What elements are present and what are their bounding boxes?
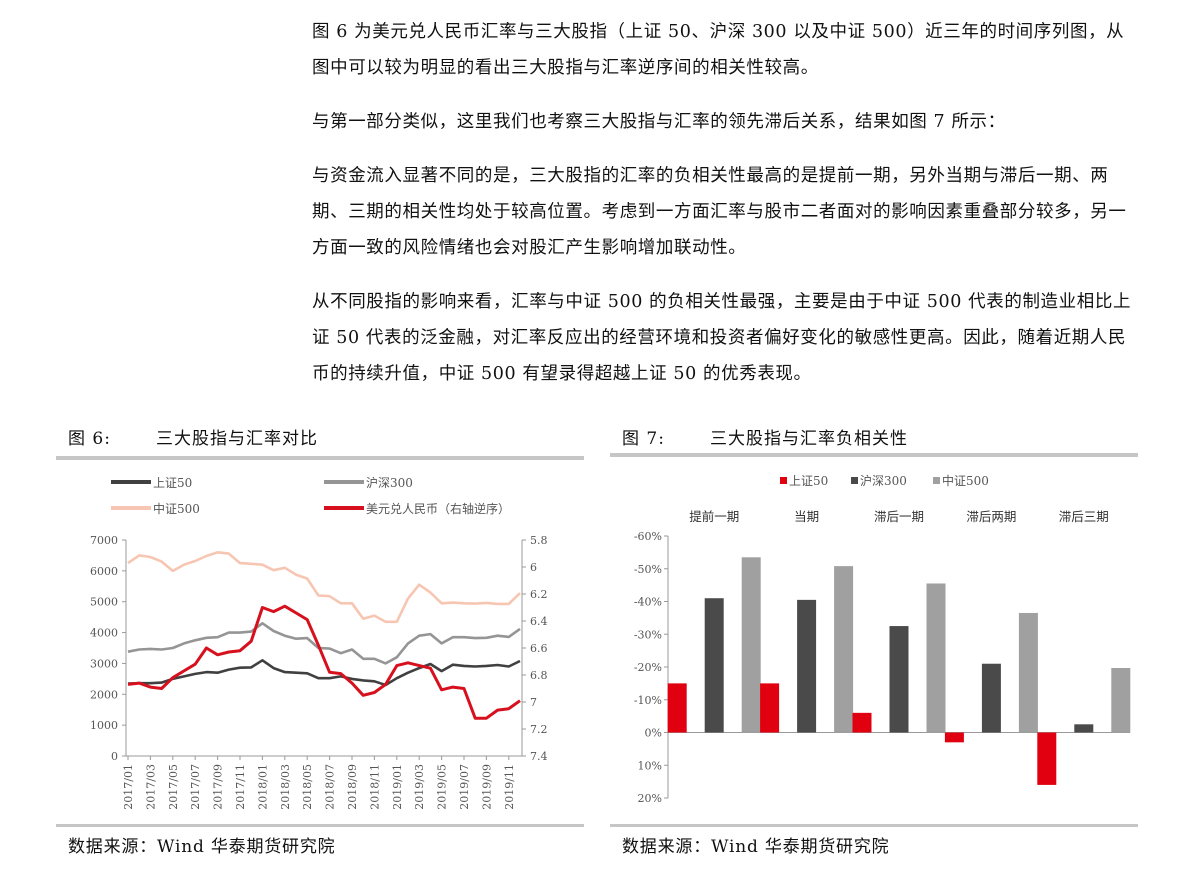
y-tick-label: -10% [634, 694, 662, 707]
y-tick-label-left: 4000 [90, 627, 118, 640]
x-tick-label: 2019/09 [480, 764, 493, 810]
legend-label: 中证500 [942, 473, 989, 488]
y-tick-label: -60% [634, 530, 662, 543]
y-tick-label-right: 6.4 [530, 615, 548, 628]
y-tick-label: -20% [634, 661, 662, 674]
x-tick-label: 2017/09 [212, 764, 225, 810]
bar [1111, 667, 1131, 733]
x-tick-label: 2019/03 [413, 764, 426, 810]
legend-swatch [933, 477, 940, 484]
legend-swatch [780, 477, 787, 484]
x-tick-label: 2017/07 [189, 764, 202, 810]
x-tick-label: 2019/01 [391, 764, 404, 810]
fig6-top-rule [56, 456, 584, 460]
paragraph-4: 从不同股指的影响来看，汇率与中证 500 的负相关性最强，主要是由于中证 500… [312, 292, 1132, 384]
y-tick-label-right: 7.2 [530, 723, 548, 736]
series-line [127, 604, 521, 720]
x-tick-label: 2018/11 [368, 764, 381, 810]
fig6-title: 三大股指与汇率对比 [156, 429, 318, 449]
x-tick-label: 2017/03 [144, 764, 157, 810]
bar [797, 599, 817, 733]
bar [1037, 732, 1057, 785]
category-label: 提前一期 [689, 509, 739, 524]
x-tick-label: 2018/05 [301, 764, 314, 810]
series-line [127, 622, 521, 665]
legend-label: 上证50 [153, 476, 192, 490]
y-tick-label-right: 6.8 [530, 669, 548, 682]
legend-label: 美元兑人民币（右轴逆序） [366, 501, 510, 516]
y-tick-label-right: 5.8 [530, 534, 548, 547]
x-tick-label: 2019/07 [458, 764, 471, 810]
bar [760, 683, 780, 733]
y-tick-label: -30% [634, 628, 662, 641]
legend-label: 上证50 [789, 474, 828, 488]
fig6-caption: 图 6: 三大股指与汇率对比 [68, 424, 318, 449]
bar [889, 626, 909, 733]
x-tick-label: 2017/01 [122, 764, 135, 810]
y-tick-label-left: 7000 [90, 534, 118, 547]
bar [926, 583, 946, 733]
fig6-bottom-rule [56, 824, 584, 827]
bar [1018, 612, 1038, 733]
y-tick-label-left: 5000 [90, 596, 118, 609]
y-tick-label-right: 6.2 [530, 588, 548, 601]
fig6-line-chart: 0 1000 2000 3000 4000 5000 6000 7000 5.8 6 6.2 6.4 6… [90, 476, 548, 810]
fig7-caption: 图 7: 三大股指与汇率负相关性 [622, 424, 908, 449]
y-tick-label-right: 6.6 [530, 642, 548, 655]
y-tick-label-left: 0 [111, 750, 118, 763]
paragraph-3: 与资金流入显著不同的是，三大股指的汇率的负相关性最高的是提前一期，另外当期与滞后… [312, 166, 1127, 258]
bar [834, 566, 854, 733]
y-tick-label-left: 3000 [90, 657, 118, 670]
y-tick-label: -40% [634, 596, 662, 609]
y-tick-label-right: 7 [530, 696, 537, 709]
legend-label: 沪深300 [366, 476, 413, 490]
y-tick-label: 20% [638, 792, 662, 805]
legend-label: 沪深300 [860, 474, 907, 488]
category-label: 滞后一期 [874, 509, 924, 524]
paragraph-1: 图 6 为美元兑人民币汇率与三大股指（上证 50、沪深 300 以及中证 500… [312, 22, 1125, 78]
fig6-source: 数据来源：Wind 华泰期货研究院 [68, 837, 336, 857]
bar [741, 557, 761, 733]
y-tick-label-left: 2000 [90, 688, 118, 701]
fig7-top-rule [610, 453, 1138, 457]
bar [667, 683, 687, 733]
series-line [127, 551, 521, 624]
fig7-source: 数据来源：Wind 华泰期货研究院 [622, 837, 890, 857]
fig7-bar-chart: -60% -50% -40% -30% -20% -10% 0% 10% 20% 提前一期 当期 滞后… [634, 473, 1131, 805]
y-tick-label: 0% [645, 727, 662, 740]
fig7-title: 三大股指与汇率负相关性 [710, 429, 908, 449]
x-tick-label: 2017/05 [167, 764, 180, 810]
y-tick-label-right: 6 [530, 561, 537, 574]
category-label: 滞后两期 [966, 509, 1016, 524]
y-tick-label-left: 1000 [90, 719, 118, 732]
series-line [127, 659, 521, 687]
y-tick-label: 10% [638, 759, 662, 772]
fig7-bottom-rule [610, 824, 1138, 827]
x-tick-label: 2019/11 [503, 764, 516, 810]
y-tick-label-right: 7.4 [530, 750, 548, 763]
bar [944, 732, 964, 743]
x-tick-label: 2018/09 [346, 764, 359, 810]
bar [981, 663, 1001, 733]
legend-swatch [851, 477, 858, 484]
bar [704, 598, 724, 733]
x-tick-label: 2019/05 [436, 764, 449, 810]
fig7-number: 图 7: [622, 429, 665, 449]
x-tick-label: 2018/07 [324, 764, 337, 810]
x-tick-label: 2018/01 [256, 764, 269, 810]
legend-label: 中证500 [153, 501, 200, 516]
x-tick-label: 2017/11 [234, 764, 247, 810]
fig6-number: 图 6: [68, 429, 111, 449]
category-label: 当期 [794, 509, 819, 524]
bar [1074, 724, 1094, 733]
paragraph-2: 与第一部分类似，这里我们也考察三大股指与汇率的领先滞后关系，结果如图 7 所示： [312, 112, 1006, 132]
category-label: 滞后三期 [1059, 509, 1109, 524]
x-tick-label: 2018/03 [279, 764, 292, 810]
bar [852, 712, 872, 733]
y-tick-label-left: 6000 [90, 565, 118, 578]
y-tick-label: -50% [634, 563, 662, 576]
